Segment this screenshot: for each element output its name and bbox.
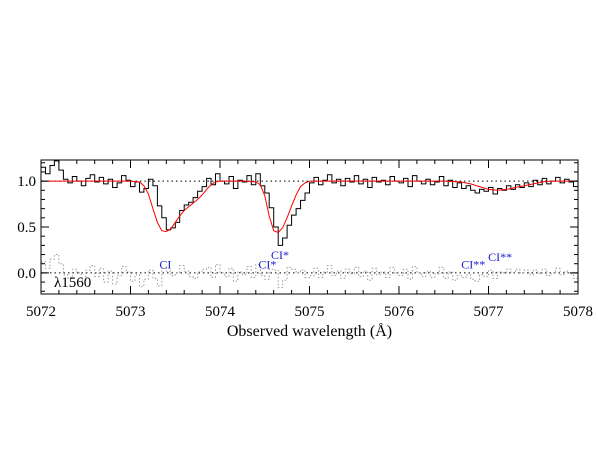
x-tick-label: 5078 [563,304,593,320]
x-tick-label: 5074 [205,304,236,320]
x-tick-label: 5072 [26,304,56,320]
x-tick-label: 5073 [116,304,146,320]
y-tick-label: 0.5 [17,220,36,236]
x-tick-label: 5075 [295,304,325,320]
series-line-1 [41,180,578,234]
y-tick-label: 1.0 [17,174,36,190]
x-tick-label: 5076 [384,304,415,320]
x-axis-label: Observed wavelength (Å) [227,322,392,340]
series-line-2 [41,254,578,289]
line-id-label: CI** [461,257,485,271]
line-id-label: CI** [488,250,512,264]
line-id-label: CI* [271,248,289,262]
line-id-label: CI* [258,257,276,271]
series-line-0 [41,160,578,246]
y-tick-label: 0.0 [17,266,36,282]
line-id-label: CI [159,257,171,271]
transition-label: λ1560 [54,275,91,291]
x-tick-label: 5077 [474,304,505,320]
